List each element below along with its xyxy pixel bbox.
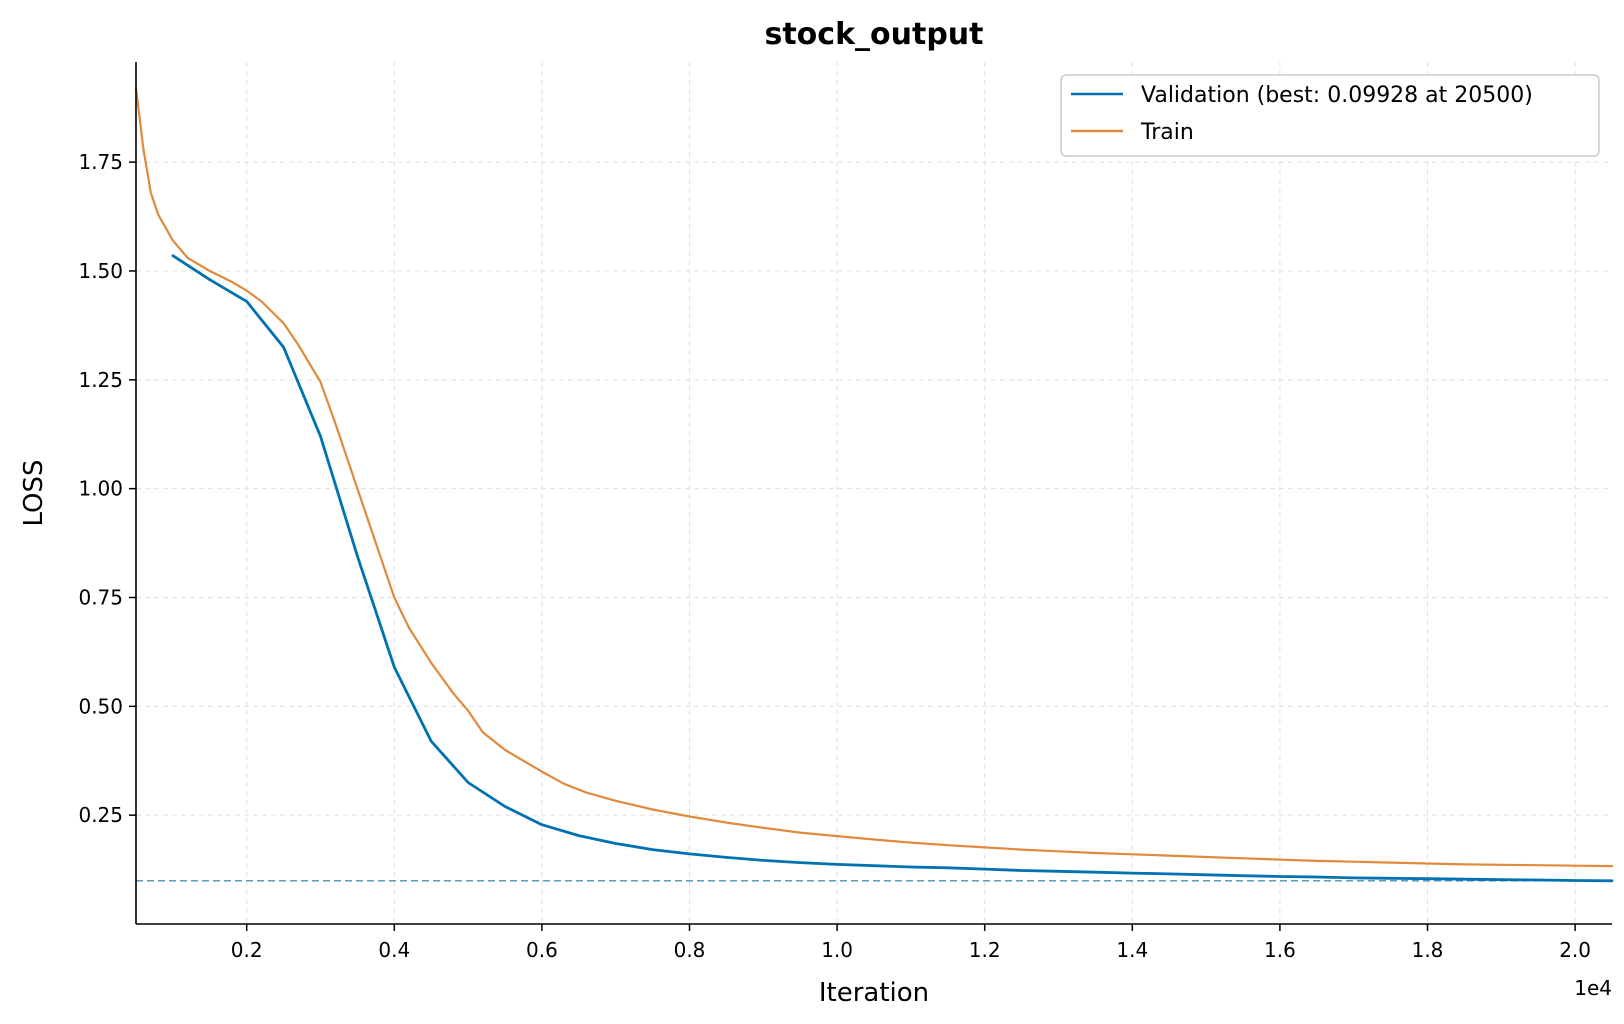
x-tick-label: 1.4 xyxy=(1116,938,1148,962)
y-tick-label: 1.50 xyxy=(78,259,123,283)
grid xyxy=(136,62,1612,924)
x-tick-label: 0.6 xyxy=(526,938,558,962)
legend: Validation (best: 0.09928 at 20500) Trai… xyxy=(1060,74,1600,157)
y-tick-label: 1.00 xyxy=(78,477,123,501)
legend-label-train: Train xyxy=(1140,120,1194,145)
y-tick-label: 1.25 xyxy=(78,368,123,392)
y-tick-label: 0.25 xyxy=(78,803,123,827)
y-axis-label: LOSS xyxy=(19,459,49,526)
x-tick-label: 1.2 xyxy=(969,938,1001,962)
x-offset-label: 1e4 xyxy=(1574,976,1612,1000)
x-tick-label: 1.8 xyxy=(1412,938,1444,962)
legend-label-validation: Validation (best: 0.09928 at 20500) xyxy=(1141,83,1533,108)
y-tick-label: 0.50 xyxy=(78,694,123,718)
x-ticks: 0.2 0.4 0.6 0.8 1.0 1.2 1.4 1.6 1.8 2.0 xyxy=(231,924,1591,962)
legend-box xyxy=(1060,74,1600,157)
y-ticks: 0.25 0.50 0.75 1.00 1.25 1.50 1.75 xyxy=(78,150,136,827)
chart-title: stock_output xyxy=(764,17,983,52)
train-line xyxy=(134,87,1614,868)
x-tick-label: 0.4 xyxy=(378,938,410,962)
y-tick-label: 1.75 xyxy=(78,150,123,174)
validation-line xyxy=(171,254,1614,883)
y-tick-label: 0.75 xyxy=(78,585,123,609)
x-tick-label: 0.2 xyxy=(231,938,263,962)
series-lines xyxy=(134,87,1614,883)
x-tick-label: 1.0 xyxy=(821,938,853,962)
x-tick-label: 0.8 xyxy=(674,938,706,962)
x-tick-label: 1.6 xyxy=(1264,938,1296,962)
x-tick-label: 2.0 xyxy=(1559,938,1591,962)
x-axis-label: Iteration xyxy=(819,978,929,1008)
